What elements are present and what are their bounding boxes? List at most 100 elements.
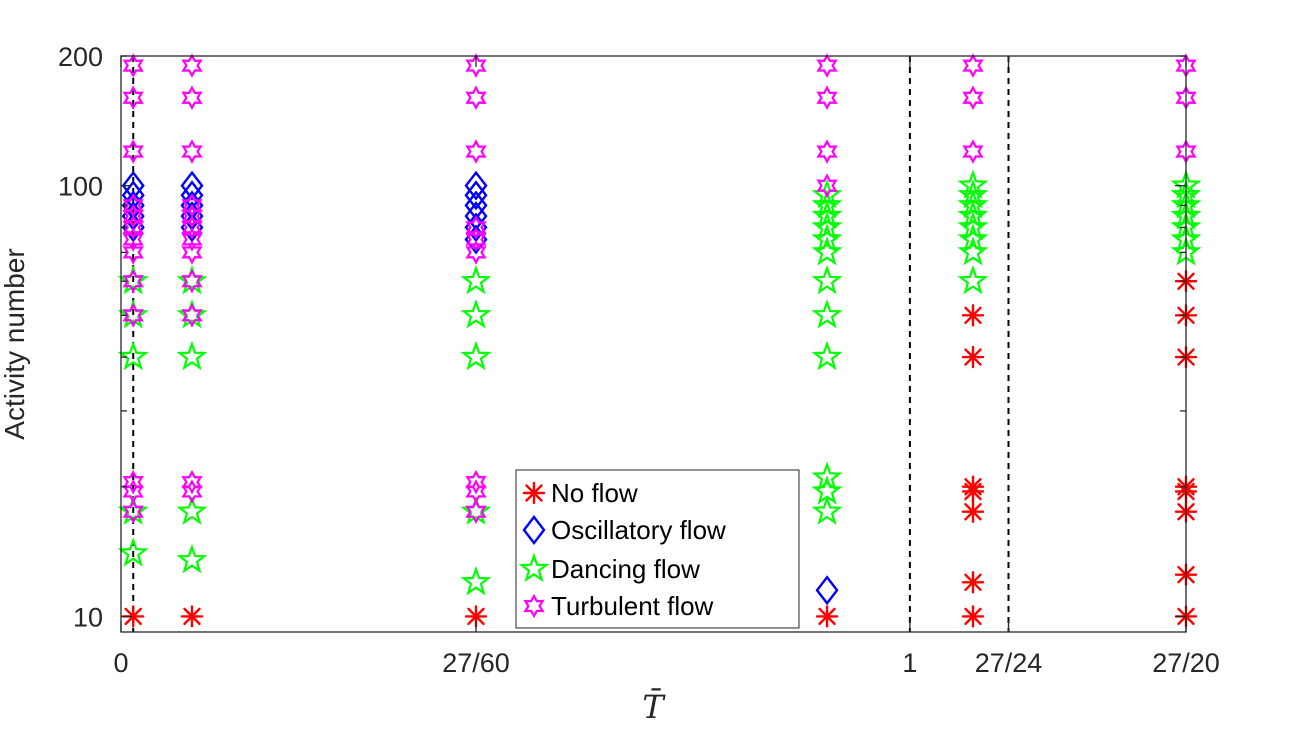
dancing-flow-point xyxy=(176,340,208,371)
x-tick-label: 27/24 xyxy=(975,648,1043,678)
turbulent-flow-point xyxy=(181,139,203,164)
legend-label: Oscillatory flow xyxy=(551,515,726,545)
dancing-flow-point xyxy=(811,223,843,253)
turbulent-flow-point xyxy=(122,215,144,240)
dancing-flow-point xyxy=(811,264,843,295)
turbulent-flow-point xyxy=(816,53,838,78)
no-flow-point xyxy=(961,304,985,327)
turbulent-flow-point xyxy=(122,268,144,294)
dancing-flow-point xyxy=(957,211,989,241)
turbulent-flow-point xyxy=(816,85,838,111)
turbulent-flow-point xyxy=(122,85,144,111)
turbulent-flow-point xyxy=(962,85,984,111)
legend-box xyxy=(515,469,800,629)
dancing-flow-point xyxy=(460,299,492,329)
turbulent-flow-point xyxy=(181,53,203,78)
turbulent-flow-point xyxy=(181,85,203,111)
dancing-flow-point xyxy=(957,189,989,219)
turbulent-flow-point xyxy=(181,303,203,328)
dancing-flow-point xyxy=(460,340,492,371)
turbulent-flow-point xyxy=(181,227,203,252)
legend-marker xyxy=(522,481,546,505)
legend-item-no-flow: No flow xyxy=(522,478,638,508)
turbulent-flow-point xyxy=(181,240,203,265)
dancing-flow-point xyxy=(957,236,989,266)
legend: No flow Oscillatory flow Dancing flow Turbu… xyxy=(515,469,800,629)
turbulent-flow-point xyxy=(122,469,144,495)
dancing-flow-point xyxy=(811,461,843,491)
dancing-flow-point xyxy=(957,199,989,230)
dancing-flow-point xyxy=(811,189,843,219)
x-tick-label: 27/60 xyxy=(442,648,510,678)
turbulent-flow-point xyxy=(465,227,487,252)
x-tick-label: 1 xyxy=(902,648,917,678)
legend-item-dancing-flow: Dancing flow xyxy=(518,552,700,584)
oscillatory-flow-point xyxy=(121,170,145,201)
turbulent-flow-point xyxy=(465,469,487,495)
no-flow-point xyxy=(961,571,985,594)
dancing-flow-point xyxy=(957,223,989,253)
turbulent-flow-point xyxy=(465,215,487,240)
oscillatory-flow-point xyxy=(180,170,204,201)
dancing-flow-point xyxy=(460,264,492,295)
turbulent-flow-point xyxy=(181,469,203,495)
dancing-flow-point xyxy=(460,566,492,596)
no-flow-point xyxy=(961,605,985,628)
dancing-flow-point xyxy=(811,299,843,329)
turbulent-flow-point xyxy=(962,53,984,78)
dancing-flow-point xyxy=(957,264,989,295)
legend-marker xyxy=(523,593,545,619)
y-axis-label: Activity number xyxy=(0,248,30,439)
no-flow-point xyxy=(961,500,985,523)
turbulent-flow-point xyxy=(122,193,144,218)
legend-label: Turbulent flow xyxy=(551,591,714,621)
turbulent-flow-point xyxy=(465,139,487,164)
no-flow-point xyxy=(961,475,985,498)
dancing-flow-point xyxy=(176,543,208,574)
no-flow-point xyxy=(815,605,839,628)
y-tick-label: 100 xyxy=(58,172,103,202)
legend-marker xyxy=(522,515,546,545)
turbulent-flow-point xyxy=(122,227,144,252)
legend-label: Dancing flow xyxy=(551,554,700,584)
dancing-flow-point xyxy=(176,495,208,525)
turbulent-flow-point xyxy=(962,139,984,164)
x-axis-label: T̄ xyxy=(642,688,666,726)
y-tick-label: 10 xyxy=(73,602,103,632)
dancing-flow-point xyxy=(811,340,843,371)
turbulent-flow-point xyxy=(181,215,203,240)
turbulent-flow-point xyxy=(122,240,144,265)
dancing-flow-point xyxy=(811,199,843,230)
dancing-flow-point xyxy=(117,340,149,371)
legend-item-oscillatory-flow: Oscillatory flow xyxy=(522,515,726,545)
dancing-flow-point xyxy=(811,475,843,505)
no-flow-point xyxy=(180,605,204,628)
dancing-flow-point xyxy=(811,236,843,266)
oscillatory-flow-point xyxy=(815,575,839,606)
tick-labels: 0 27/60 1 27/24 27/20 10 100 200 xyxy=(58,42,1220,678)
y-tick-label: 200 xyxy=(58,42,103,72)
turbulent-flow-point xyxy=(122,139,144,164)
no-flow-point xyxy=(464,605,488,628)
dancing-flow-point xyxy=(811,495,843,525)
legend-marker xyxy=(518,552,550,583)
x-tick-label: 0 xyxy=(113,648,128,678)
tick-marks xyxy=(120,55,1187,632)
dancing-flow-point xyxy=(957,178,989,209)
turbulent-flow-point xyxy=(181,268,203,294)
legend-item-turbulent-flow: Turbulent flow xyxy=(523,591,714,621)
turbulent-flow-point xyxy=(465,240,487,265)
turbulent-flow-point xyxy=(465,499,487,525)
turbulent-flow-point xyxy=(816,139,838,164)
dancing-flow-point xyxy=(117,537,149,567)
turbulent-flow-point xyxy=(465,85,487,111)
dancing-flow-point xyxy=(957,169,989,199)
turbulent-flow-point xyxy=(816,173,838,198)
turbulent-flow-point xyxy=(181,193,203,218)
turbulent-flow-point xyxy=(465,53,487,78)
turbulent-flow-point xyxy=(122,53,144,78)
dancing-flow-point xyxy=(811,211,843,241)
turbulent-flow-point xyxy=(122,499,144,525)
axes xyxy=(120,55,1187,633)
